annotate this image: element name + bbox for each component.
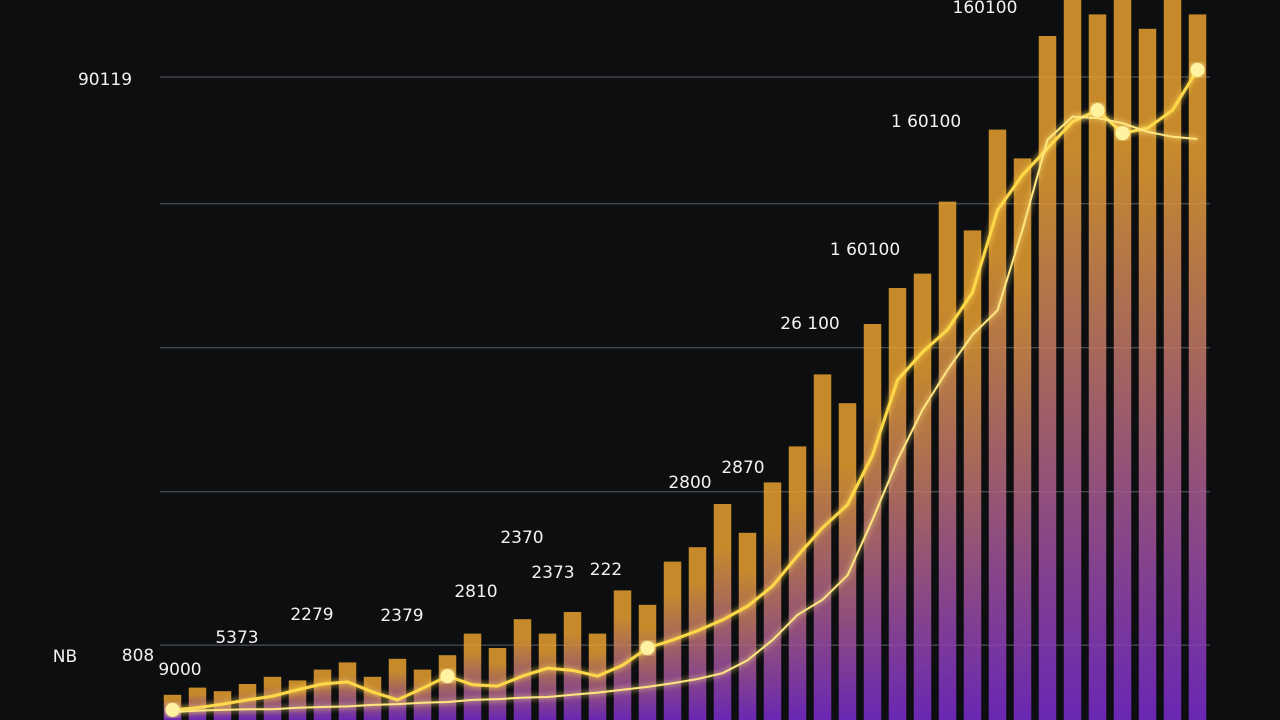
bar <box>338 662 357 720</box>
annotation: 160100 <box>953 0 1018 18</box>
bar <box>238 684 257 720</box>
annotation: 5373 <box>215 628 258 648</box>
annotation: 2870 <box>721 458 764 478</box>
line-point <box>1190 62 1205 77</box>
bar <box>813 374 832 720</box>
bar <box>1038 36 1057 720</box>
annotation: 26 100 <box>780 314 839 334</box>
bar <box>988 129 1007 720</box>
bar <box>763 482 782 720</box>
bar <box>638 604 657 720</box>
bar <box>938 201 957 720</box>
annotation: 9000 <box>158 660 201 680</box>
line-point <box>165 702 180 717</box>
annotation: 2373 <box>531 563 574 583</box>
bar <box>463 633 482 720</box>
bar <box>713 504 732 720</box>
bar <box>1063 0 1082 720</box>
line <box>172 115 1198 714</box>
bar <box>538 633 557 720</box>
line-point <box>440 669 455 684</box>
bar <box>738 532 757 720</box>
line-point <box>1115 126 1130 141</box>
bar <box>1138 28 1157 720</box>
bar <box>1088 14 1107 720</box>
bar <box>413 669 432 720</box>
annotation: 2379 <box>380 606 423 626</box>
line-point <box>640 641 655 655</box>
annotation: 90119 <box>78 70 132 90</box>
annotation: 1 60100 <box>891 112 961 132</box>
bar <box>1188 14 1207 720</box>
bar <box>513 619 532 720</box>
bar <box>613 590 632 720</box>
annotation: 222 <box>590 560 622 580</box>
bar <box>488 648 507 720</box>
bar <box>1113 0 1132 720</box>
bar <box>788 446 807 720</box>
bar <box>838 403 857 720</box>
annotation: NB <box>53 647 77 667</box>
bar <box>888 288 907 720</box>
bar <box>963 230 982 720</box>
bar <box>1013 158 1032 720</box>
bar <box>563 612 582 720</box>
bar <box>288 680 307 720</box>
annotation: 2279 <box>290 605 333 625</box>
bar <box>1163 0 1182 720</box>
bar <box>913 273 932 720</box>
bar <box>313 669 332 720</box>
line <box>172 69 1199 712</box>
annotation: 2800 <box>668 473 711 493</box>
annotation: 2370 <box>500 528 543 548</box>
bar <box>388 658 407 720</box>
annotation: 2810 <box>454 582 497 602</box>
annotation: 808 <box>122 646 154 666</box>
annotation: 1 60100 <box>830 240 900 260</box>
bar <box>363 676 382 720</box>
bar <box>438 655 457 720</box>
bar <box>688 547 707 720</box>
line-point <box>1090 103 1105 118</box>
bar <box>188 687 207 720</box>
